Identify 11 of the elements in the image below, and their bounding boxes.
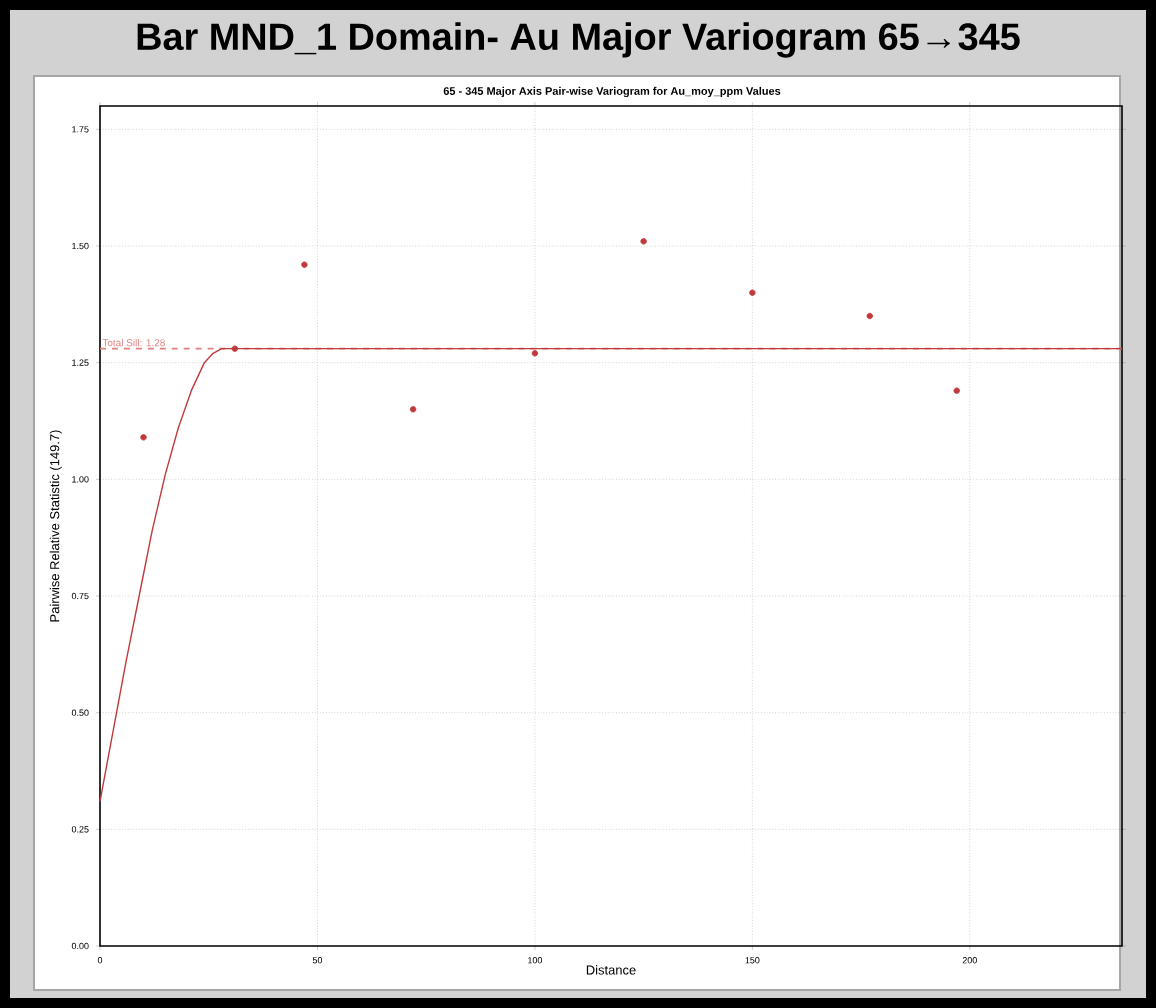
point (409, 406, 417, 413)
chart-title: Bar MND_1 Domain- Au Major Variogram 65→345 (137, 22, 1020, 58)
point (953, 387, 960, 394)
line-series (99, 347, 1123, 803)
point (749, 289, 756, 296)
point (301, 261, 308, 268)
point (531, 350, 539, 357)
point (140, 434, 147, 441)
point (866, 312, 873, 320)
point (231, 345, 239, 352)
point (640, 238, 647, 245)
